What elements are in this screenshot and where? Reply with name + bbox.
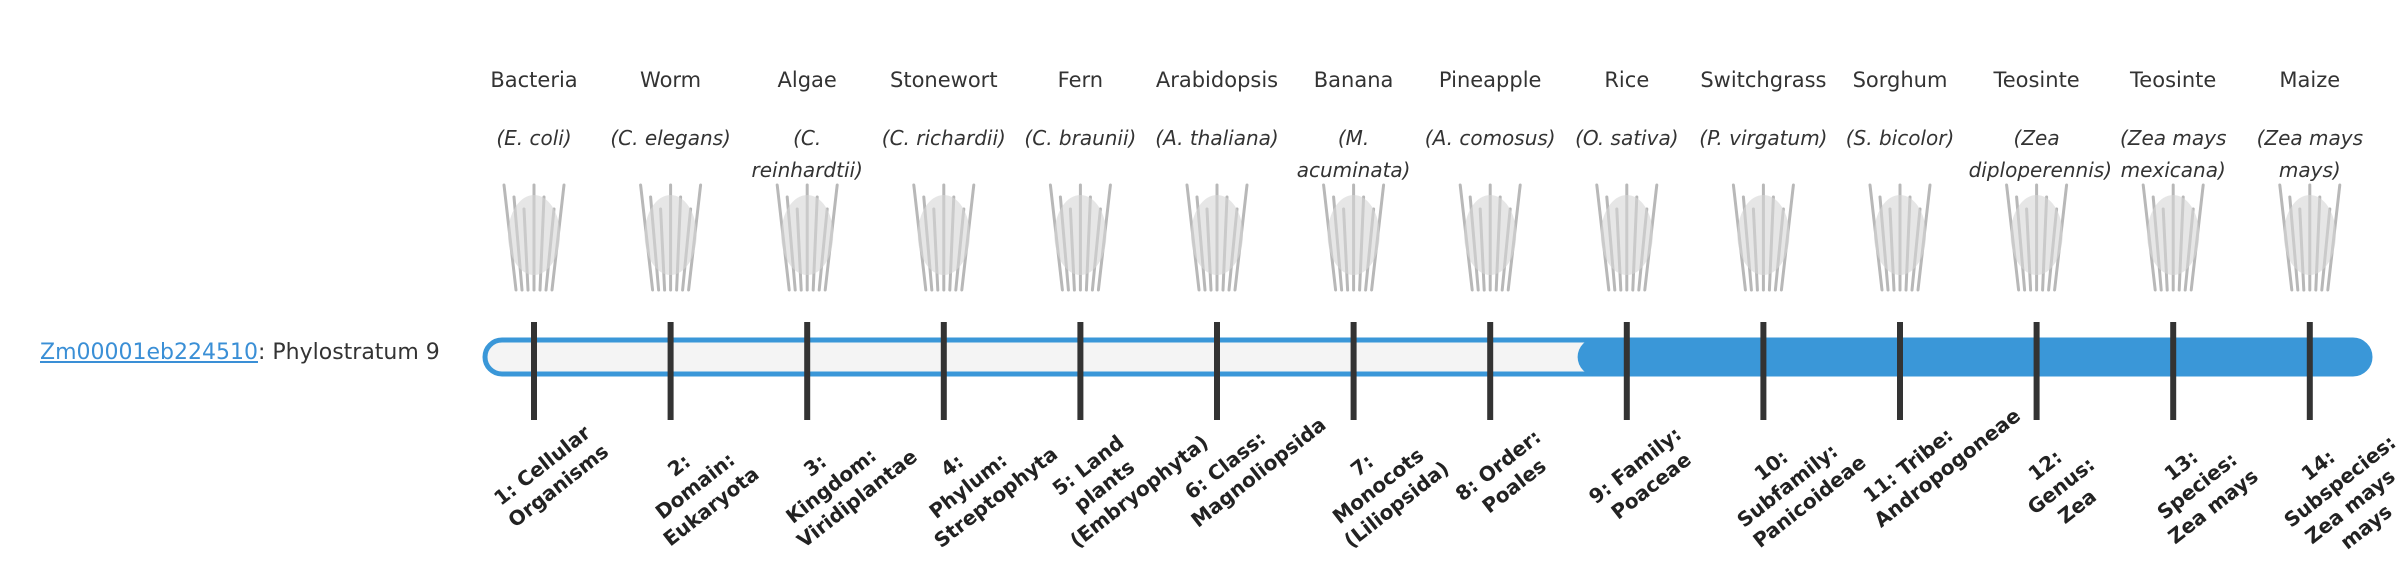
organism-name: Arabidopsis: [1155, 68, 1279, 92]
organism-species: (C. reinhardtii): [751, 126, 863, 182]
organism-species: (E. coli): [496, 126, 572, 150]
illustration-shape: [1327, 195, 1380, 275]
organism-name: Worm: [640, 68, 702, 92]
organism-species: (A. thaliana): [1155, 126, 1279, 150]
organism-name: Teosinte: [2130, 68, 2217, 92]
organism-name: Switchgrass: [1700, 68, 1827, 92]
organism-name: Algae: [777, 68, 837, 92]
organism-species: (Zea mays mays): [2256, 126, 2363, 182]
organism-illustration: [775, 183, 839, 292]
organism-species: (P. virgatum): [1699, 126, 1828, 150]
illustration-shape: [781, 195, 834, 275]
organism-illustration: [1048, 183, 1112, 292]
organism-illustration: [1185, 183, 1249, 292]
organism-species: (M. acuminata): [1296, 126, 1411, 182]
organism-species: (Zea mays mexicana): [2119, 126, 2227, 182]
organism-illustration: [1868, 183, 1932, 292]
organism-illustration: [502, 183, 566, 292]
organism-name: Pineapple: [1438, 68, 1542, 92]
organism-name: Stonewort: [890, 68, 998, 92]
illustration-shape: [2010, 195, 2063, 275]
timeline-fill: [1577, 338, 2372, 376]
organism-name: Maize: [2279, 68, 2341, 92]
illustration-shape: [1874, 195, 1926, 275]
organism-species: (A. comosus): [1424, 126, 1556, 150]
illustration-shape: [1054, 195, 1107, 275]
organism-name: Sorghum: [1852, 68, 1948, 92]
illustration-shape: [2283, 195, 2336, 275]
organism-species: (C. elegans): [610, 126, 731, 150]
organism-species: (C. richardii): [881, 126, 1006, 150]
illustration-shape: [644, 195, 697, 275]
organism-name: Rice: [1604, 68, 1650, 92]
organism-illustration: [1458, 183, 1522, 292]
organism-illustration: [2005, 183, 2069, 292]
organism-species: (S. bicolor): [1845, 126, 1955, 150]
illustration-shape: [1191, 195, 1243, 275]
illustration-shape: [1600, 195, 1653, 275]
organism-illustration: [1322, 183, 1386, 292]
gene-label: Zm00001eb224510: Phylostratum 9: [40, 340, 440, 365]
organism-name: Teosinte: [1993, 68, 2080, 92]
illustration-shape: [2147, 195, 2200, 275]
organism-illustration: [1731, 183, 1795, 292]
organism-illustration: [1595, 183, 1659, 292]
organism-species: (Zea diploperennis): [1968, 126, 2112, 182]
organism-illustration: [639, 183, 703, 292]
organism-name: Banana: [1313, 68, 1394, 92]
organism-illustration: [2278, 183, 2342, 292]
illustration-shape: [1464, 195, 1517, 275]
gene-stratum: : Phylostratum 9: [257, 340, 440, 365]
organism-species: (O. sativa): [1575, 126, 1679, 150]
illustration-shape: [1737, 195, 1790, 275]
organism-species: (C. braunii): [1024, 126, 1137, 150]
organism-illustration: [2141, 183, 2205, 292]
organism-name: Fern: [1057, 68, 1104, 92]
organism-name: Bacteria: [490, 68, 578, 92]
gene-link[interactable]: Zm00001eb224510: [40, 340, 258, 365]
organism-illustration: [912, 183, 976, 292]
illustration-shape: [508, 195, 560, 275]
illustration-shape: [917, 195, 970, 275]
